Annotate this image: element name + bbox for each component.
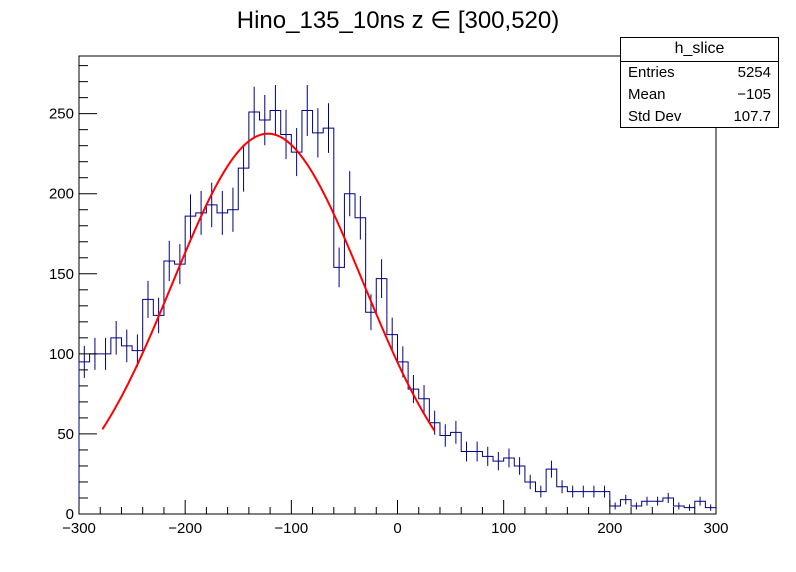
stats-label-entries: Entries xyxy=(628,64,675,81)
x-tick-label: 100 xyxy=(491,520,516,537)
y-tick-label: 50 xyxy=(57,426,74,443)
stats-box: h_slice Entries 5254 Mean −105 Std Dev 1… xyxy=(620,37,779,128)
y-tick-label: 0 xyxy=(66,506,74,523)
histogram-outline xyxy=(78,109,717,514)
x-tick-label: 200 xyxy=(597,520,622,537)
y-tick-label: 250 xyxy=(49,106,74,123)
x-tick-label: 300 xyxy=(703,520,728,537)
y-tick-label: 200 xyxy=(49,186,74,203)
stats-row-stddev: Std Dev 107.7 xyxy=(621,106,778,128)
y-tick-label: 100 xyxy=(49,346,74,363)
x-tick-label: −100 xyxy=(274,520,308,537)
stats-label-stddev: Std Dev xyxy=(628,108,682,125)
stats-value-stddev: 107.7 xyxy=(733,108,771,125)
y-tick-label: 150 xyxy=(49,266,74,283)
x-tick-label: −300 xyxy=(62,520,96,537)
stats-box-name: h_slice xyxy=(621,38,778,62)
stats-row-entries: Entries 5254 xyxy=(621,62,778,84)
x-tick-label: 0 xyxy=(393,520,401,537)
stats-label-mean: Mean xyxy=(628,86,666,103)
stats-value-mean: −105 xyxy=(737,86,771,103)
fit-curve xyxy=(101,132,436,432)
x-tick-label: −200 xyxy=(168,520,202,537)
stats-value-entries: 5254 xyxy=(737,64,771,81)
stats-row-mean: Mean −105 xyxy=(621,84,778,106)
chart-title: Hino_135_10ns z ∈ [300,520) xyxy=(236,7,560,34)
